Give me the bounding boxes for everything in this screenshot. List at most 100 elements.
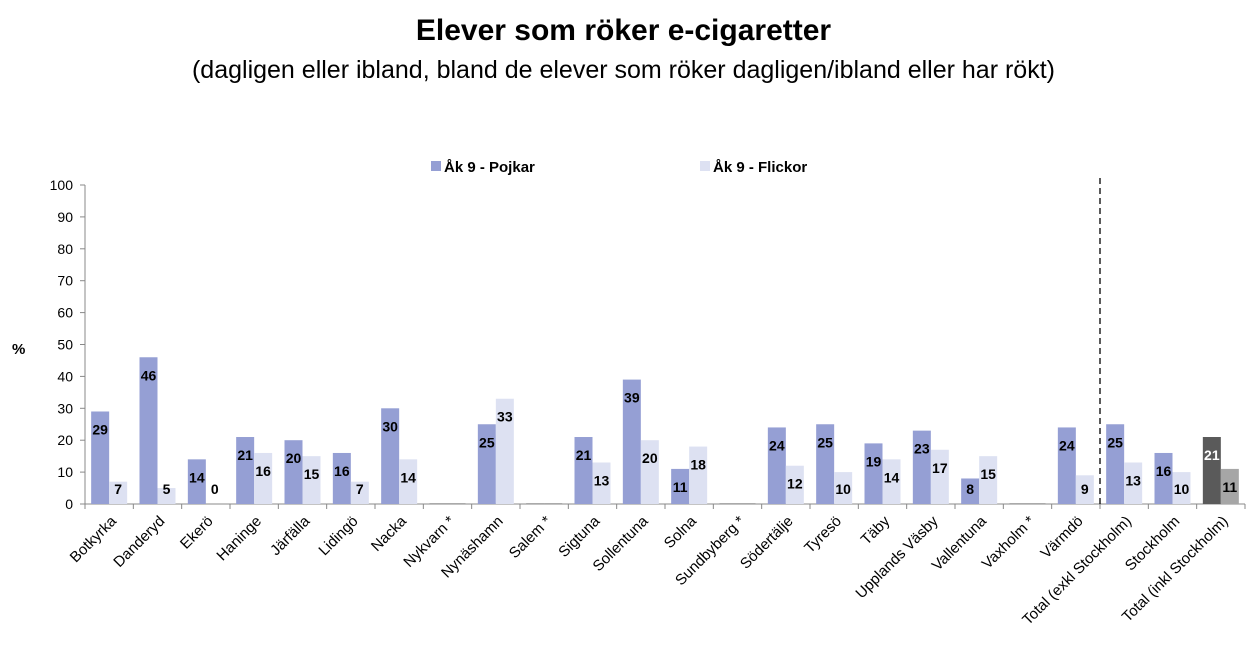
data-label: 14 (189, 469, 205, 485)
category-label: Vaxholm * (979, 513, 1039, 573)
data-label: 15 (980, 466, 996, 482)
y-tick-label: 50 (57, 337, 73, 353)
y-tick-label: 60 (57, 305, 73, 321)
bar-missing (526, 503, 545, 504)
category-label: Värmdö (1037, 513, 1086, 562)
category-label: Sigtuna (555, 512, 603, 560)
y-tick-label: 90 (57, 209, 73, 225)
category-label: Ekerö (177, 513, 217, 553)
bar (1075, 475, 1094, 504)
bar (1124, 462, 1143, 504)
bar (1220, 468, 1239, 504)
bar (495, 398, 514, 504)
bar (91, 411, 110, 504)
bar-missing (1027, 503, 1046, 504)
category-label: Södertälje (737, 513, 797, 573)
bar (640, 440, 659, 504)
data-label: 17 (932, 460, 948, 476)
y-tick-label: 100 (50, 177, 74, 193)
data-label: 20 (642, 450, 658, 466)
bar (882, 459, 901, 504)
bar-missing (1009, 503, 1028, 504)
data-label: 21 (576, 447, 592, 463)
legend-swatch-pojkar (431, 161, 441, 171)
data-label: 10 (835, 481, 851, 497)
bar (1057, 427, 1076, 504)
bar (236, 437, 255, 504)
bar (864, 443, 883, 504)
bar-missing (447, 503, 466, 504)
y-tick-label: 80 (57, 241, 73, 257)
legend: Åk 9 - Pojkar Åk 9 - Flickor (431, 159, 807, 176)
bar (689, 446, 708, 504)
data-label: 14 (400, 469, 416, 485)
legend-label-flickor: Åk 9 - Flickor (713, 159, 807, 176)
data-label: 21 (237, 447, 253, 463)
y-tick-label: 30 (57, 400, 73, 416)
data-label: 11 (1222, 479, 1237, 495)
data-label: 18 (690, 457, 706, 473)
y-tick-label: 70 (57, 273, 73, 289)
category-label: Danderyd (110, 513, 168, 571)
category-label: Lidingö (315, 513, 361, 559)
chart-subtitle: (dagligen eller ibland, bland de elever … (191, 56, 1055, 84)
data-label: 11 (673, 479, 688, 495)
data-label: 19 (866, 453, 882, 469)
data-label: 25 (1107, 434, 1123, 450)
bar (381, 408, 400, 504)
data-label: 33 (497, 409, 513, 425)
y-axis-label: % (12, 341, 25, 358)
bar (622, 379, 641, 504)
bar (187, 459, 206, 504)
data-label: 30 (382, 418, 398, 434)
y-tick-label: 0 (65, 496, 73, 512)
data-label: 15 (304, 466, 320, 482)
bar (1202, 437, 1221, 504)
bar (1154, 452, 1173, 504)
data-label: 13 (1125, 473, 1141, 489)
data-label: 24 (769, 437, 785, 453)
data-label: 23 (914, 441, 930, 457)
bar (109, 481, 128, 504)
bar (1106, 424, 1125, 504)
data-label: 12 (787, 476, 803, 492)
data-label: 20 (286, 450, 302, 466)
data-label: 5 (163, 481, 171, 497)
legend-label-pojkar: Åk 9 - Pojkar (444, 159, 535, 176)
bar (399, 459, 418, 504)
data-label: 7 (114, 481, 122, 497)
bar (284, 440, 303, 504)
data-label: 29 (92, 421, 108, 437)
bar (979, 456, 998, 504)
bar (302, 456, 321, 504)
category-label: Haninge (213, 513, 265, 565)
data-label: 9 (1081, 481, 1089, 497)
axes: 0 10 20 30 40 50 60 70 80 90 100 (50, 177, 1246, 512)
bar (912, 430, 931, 504)
data-label: 10 (1174, 481, 1190, 497)
bar (930, 449, 949, 504)
bar (139, 357, 158, 504)
data-label: 21 (1204, 447, 1220, 463)
bar (332, 452, 351, 504)
bar (477, 424, 496, 504)
category-label: Salem * (506, 513, 555, 562)
bar (350, 481, 369, 504)
data-label: 14 (884, 469, 900, 485)
y-tick-label: 10 (57, 464, 73, 480)
category-label: Nacka (368, 512, 411, 555)
y-tick-label: 40 (57, 368, 73, 384)
data-label: 16 (334, 463, 350, 479)
category-label: Täby (858, 512, 894, 548)
data-label: 25 (817, 434, 833, 450)
data-label: 8 (966, 481, 974, 497)
bars (91, 357, 1239, 504)
data-label: 39 (624, 390, 640, 406)
bar (574, 437, 593, 504)
bar (816, 424, 835, 504)
data-label: 7 (356, 481, 364, 497)
bar (254, 452, 273, 504)
